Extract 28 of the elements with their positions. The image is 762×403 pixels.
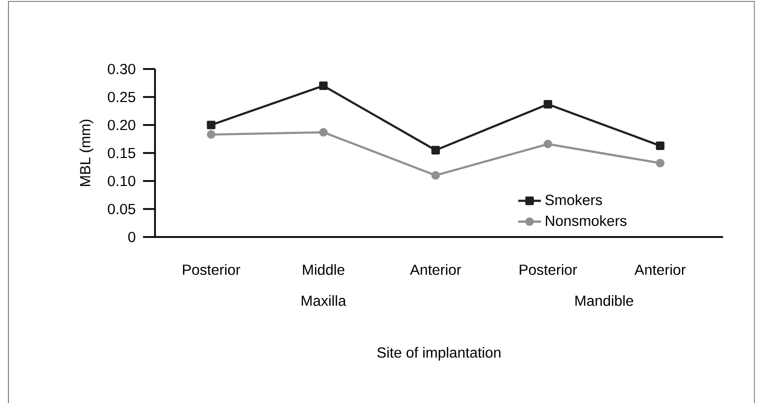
legend-label: Nonsmokers xyxy=(546,215,626,226)
point xyxy=(206,130,216,139)
y-tick-label: 0.30 xyxy=(108,64,136,74)
y-axis-title: MBL (mm) xyxy=(80,120,94,186)
point xyxy=(544,140,552,148)
point xyxy=(431,171,440,180)
point xyxy=(544,100,552,109)
point xyxy=(656,141,664,150)
point xyxy=(431,146,440,154)
point xyxy=(319,128,328,137)
text: Maxilla xyxy=(302,295,346,306)
y-tick-label: 0 xyxy=(128,232,136,242)
y-tick-label: 0.25 xyxy=(108,92,136,102)
x-axis-title: Site of implantation xyxy=(377,346,500,361)
point xyxy=(319,82,328,90)
x-tick-label: Anterior xyxy=(634,264,686,275)
y-tick-label: 0.15 xyxy=(108,148,136,158)
x-tick-label: Middle xyxy=(302,264,344,275)
x-tick-label: Anterior xyxy=(410,264,462,275)
point xyxy=(656,158,664,168)
x-tick-label: Posterior xyxy=(520,264,577,275)
point xyxy=(206,120,216,130)
legend-label: Smokers xyxy=(545,194,602,206)
y-tick-label: 0.05 xyxy=(108,204,136,214)
y-tick-label: 0.10 xyxy=(108,176,136,186)
x-tick-label: Posterior xyxy=(183,264,240,275)
text: Mandible xyxy=(575,295,634,306)
y-tick-label: 0.20 xyxy=(108,120,136,130)
